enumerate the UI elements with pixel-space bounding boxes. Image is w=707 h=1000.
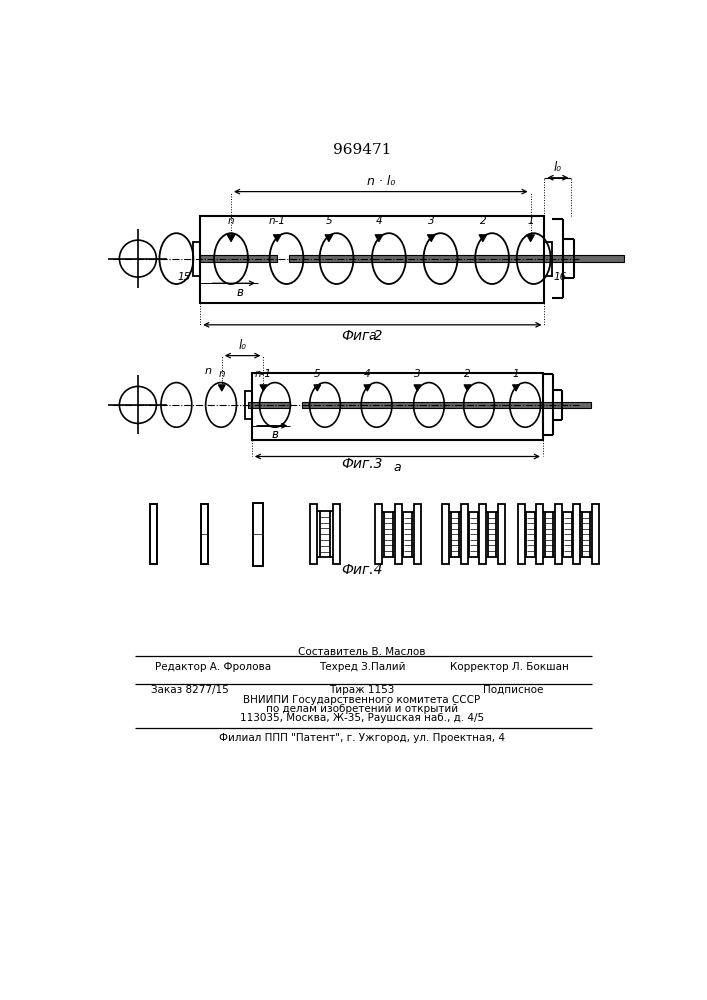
Text: 5: 5 [314, 369, 320, 379]
Text: a: a [368, 329, 376, 342]
Bar [537, 504, 543, 564]
Bar [451, 512, 460, 557]
Text: Составитель В. Маслов: Составитель В. Маслов [298, 647, 426, 657]
Text: в: в [271, 428, 278, 441]
Text: Заказ 8277/15: Заказ 8277/15 [151, 685, 229, 695]
Text: Фиг.3: Фиг.3 [341, 457, 382, 471]
Bar [526, 512, 534, 557]
Bar [563, 512, 572, 557]
Text: l₀: l₀ [238, 339, 247, 352]
Bar [461, 504, 468, 564]
Bar [320, 511, 330, 557]
Bar [498, 504, 505, 564]
Text: a: a [394, 461, 401, 474]
Text: ВНИИПИ Государственного комитета СССР: ВНИИПИ Государственного комитета СССР [243, 695, 481, 705]
Text: n · l₀: n · l₀ [367, 175, 395, 188]
Text: l₀: l₀ [554, 161, 562, 174]
Bar [414, 504, 421, 564]
Bar [192, 242, 200, 276]
Polygon shape [428, 235, 435, 242]
Polygon shape [314, 385, 321, 391]
Text: Корректор Л. Бокшан: Корректор Л. Бокшан [450, 662, 569, 672]
Polygon shape [325, 235, 333, 242]
Polygon shape [464, 385, 471, 391]
Text: Тираж 1153: Тираж 1153 [329, 685, 395, 695]
Text: n-1: n-1 [269, 216, 286, 226]
Polygon shape [375, 235, 382, 242]
Text: Фиг.4: Фиг.4 [341, 563, 382, 577]
Text: 4: 4 [364, 369, 370, 379]
Text: по делам изобретений и открытий: по делам изобретений и открытий [266, 704, 458, 714]
Text: Подписное: Подписное [484, 685, 544, 695]
Polygon shape [527, 235, 534, 242]
Polygon shape [274, 235, 281, 242]
Text: n: n [218, 369, 225, 379]
Text: 1: 1 [513, 369, 519, 379]
Text: 2: 2 [464, 369, 471, 379]
Bar [544, 242, 552, 276]
Text: 1: 1 [527, 216, 534, 226]
Bar [469, 512, 478, 557]
Polygon shape [479, 235, 486, 242]
Bar [395, 504, 402, 564]
Bar [403, 512, 412, 557]
Text: Редактор А. Фролова: Редактор А. Фролова [156, 662, 271, 672]
Text: 969471: 969471 [333, 143, 391, 157]
Text: n: n [228, 216, 234, 226]
Bar [200, 216, 544, 303]
Bar [245, 391, 252, 419]
Bar [479, 504, 486, 564]
Bar [545, 512, 554, 557]
Text: 113035, Москва, Ж-35, Раушская наб., д. 4/5: 113035, Москва, Ж-35, Раушская наб., д. … [240, 713, 484, 723]
Bar [333, 504, 339, 564]
Polygon shape [414, 385, 421, 391]
Bar [582, 512, 590, 557]
Text: 3: 3 [428, 216, 435, 226]
Bar [443, 504, 450, 564]
Bar [488, 512, 496, 557]
Text: Техред З.Палий: Техред З.Палий [319, 662, 405, 672]
Bar [375, 504, 382, 564]
Text: Филиал ППП "Патент", г. Ужгород, ул. Проектная, 4: Филиал ППП "Патент", г. Ужгород, ул. Про… [219, 733, 505, 743]
Bar [592, 504, 599, 564]
Text: в: в [236, 286, 243, 299]
Bar [310, 504, 317, 564]
Bar [248, 402, 291, 408]
Text: 4: 4 [375, 216, 382, 226]
Text: Фиг.2: Фиг.2 [341, 329, 382, 343]
Text: 16: 16 [554, 272, 567, 282]
Bar [201, 504, 208, 564]
Text: 5: 5 [325, 216, 332, 226]
Bar [200, 255, 277, 262]
Bar [302, 402, 590, 408]
Polygon shape [218, 385, 226, 391]
Text: n: n [205, 366, 212, 376]
Bar [253, 503, 263, 566]
Bar [384, 512, 393, 557]
Bar [573, 504, 580, 564]
Polygon shape [364, 385, 370, 391]
Text: 15: 15 [177, 272, 191, 282]
Text: n-1: n-1 [255, 369, 272, 379]
Bar [252, 373, 543, 440]
Polygon shape [260, 385, 267, 391]
Text: 2: 2 [479, 216, 486, 226]
Bar [518, 504, 525, 564]
Bar [288, 255, 624, 262]
Bar [150, 504, 157, 564]
Text: 3: 3 [414, 369, 421, 379]
Polygon shape [513, 385, 520, 391]
Polygon shape [227, 235, 235, 242]
Bar [555, 504, 562, 564]
